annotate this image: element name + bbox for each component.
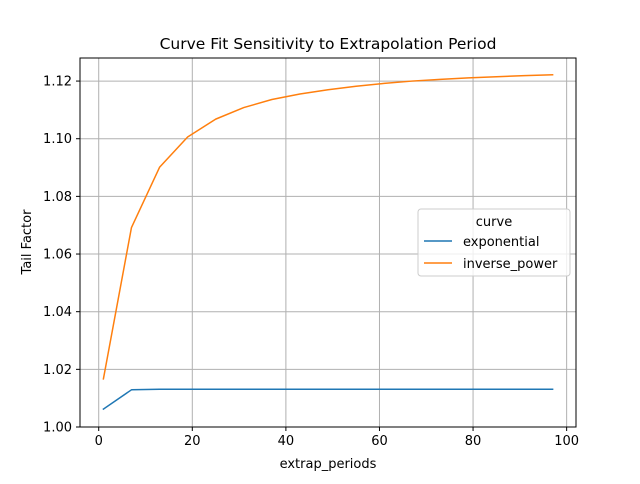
x-tick-label: 80: [465, 434, 482, 449]
x-axis-label: extrap_periods: [280, 457, 377, 472]
x-tick-label: 20: [184, 434, 201, 449]
series-line-exponential: [102, 388, 554, 411]
legend-title: curve: [476, 215, 512, 230]
legend-label-exponential: exponential: [463, 235, 539, 250]
legend-label-inverse-power: inverse_power: [463, 257, 558, 272]
legend: curve exponential inverse_power: [417, 208, 571, 277]
y-axis-label: Tail Factor: [20, 209, 35, 276]
y-tick-label: 1.10: [43, 132, 72, 147]
series-lines: [102, 73, 554, 411]
y-tick-label: 1.00: [43, 421, 72, 436]
legend-box: [417, 208, 571, 277]
axes: 0 20 40 60 80 100 1.00 1.02 1.04 1.06 1.08 1.10 1.12: [43, 57, 579, 449]
y-tick-label: 1.04: [43, 305, 72, 320]
y-tick-label: 1.08: [43, 190, 72, 205]
x-tick-label: 100: [554, 434, 579, 449]
x-tick-label: 0: [95, 434, 103, 449]
x-tick-label: 40: [278, 434, 295, 449]
chart-title: Curve Fit Sensitivity to Extrapolation P…: [160, 35, 497, 53]
x-tick-label: 60: [371, 434, 388, 449]
series-line-inverse-power: [102, 73, 554, 380]
y-tick-label: 1.06: [43, 248, 72, 263]
plot-frame: [79, 57, 577, 428]
y-tick-label: 1.02: [43, 363, 72, 378]
y-tick-label: 1.12: [43, 75, 72, 90]
